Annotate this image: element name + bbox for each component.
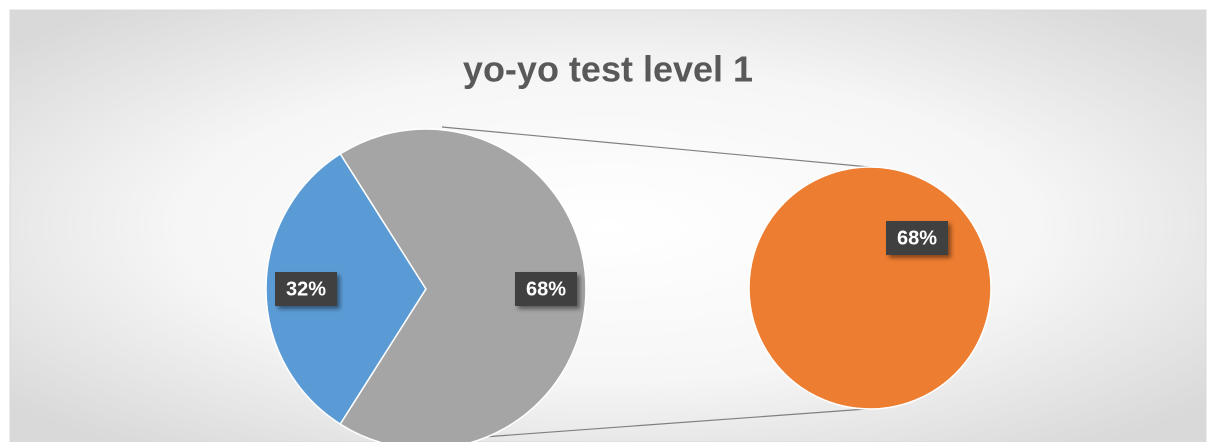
connector [441,407,881,441]
pie-slice [265,152,427,426]
chart-title: yo-yo test level 1 [463,49,753,90]
pie-slice [339,128,587,442]
data-label: 68% [897,227,937,249]
data-label-box [515,272,577,306]
data-label-box [886,221,948,255]
chart-area [9,9,1207,442]
connector [441,126,881,169]
data-label-box [275,272,337,306]
pie-slice [748,166,992,410]
data-label: 68% [526,278,566,300]
data-label: 32% [286,278,326,300]
